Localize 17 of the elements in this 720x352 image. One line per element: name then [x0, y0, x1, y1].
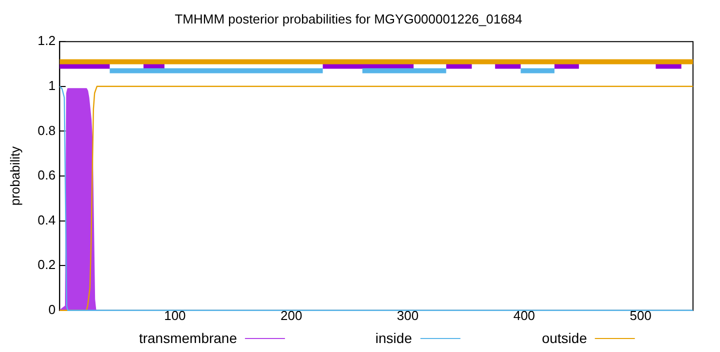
y-tick-label: 0.8 [38, 122, 56, 138]
y-tick-label: 0.6 [38, 168, 56, 183]
x-tick-label: 100 [164, 308, 186, 323]
legend-label: transmembrane [138, 330, 237, 346]
x-tick-label: 300 [396, 308, 419, 323]
y-tick-label: 0 [48, 302, 56, 317]
x-tick-label: 400 [513, 308, 536, 323]
legend-label: outside [542, 330, 587, 346]
y-axis-title: probability [7, 146, 22, 206]
chart-title: TMHMM posterior probabilities for MGYG000001226_01684 [174, 11, 522, 26]
y-tick-label: 0.2 [38, 257, 56, 272]
y-tick-label: 1.2 [38, 33, 56, 48]
legend-label: inside [375, 330, 412, 346]
y-tick-label: 1 [48, 78, 56, 93]
x-tick-label: 200 [280, 308, 302, 323]
y-tick-label: 0.4 [38, 212, 56, 228]
x-tick-label: 500 [630, 308, 652, 323]
